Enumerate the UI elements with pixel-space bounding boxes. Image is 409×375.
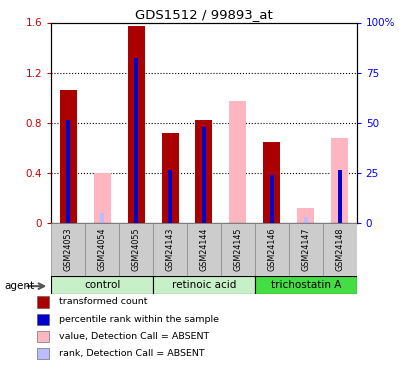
- Text: transformed count: transformed count: [59, 297, 148, 306]
- Text: GSM24145: GSM24145: [233, 228, 242, 271]
- Text: agent: agent: [4, 281, 34, 291]
- Bar: [337, 171, 341, 223]
- Bar: [263, 142, 280, 223]
- Bar: [51, 276, 153, 294]
- Text: GSM24148: GSM24148: [335, 228, 344, 271]
- Bar: [134, 58, 138, 223]
- Bar: [330, 138, 347, 223]
- Text: retinoic acid: retinoic acid: [171, 280, 236, 290]
- Bar: [201, 127, 206, 223]
- Bar: [51, 223, 85, 276]
- Bar: [220, 223, 254, 276]
- Bar: [100, 213, 104, 223]
- Title: GDS1512 / 99893_at: GDS1512 / 99893_at: [135, 8, 272, 21]
- Bar: [254, 223, 288, 276]
- Bar: [187, 223, 220, 276]
- Bar: [297, 208, 314, 223]
- Text: GSM24147: GSM24147: [301, 228, 310, 271]
- Text: GSM24055: GSM24055: [131, 228, 140, 271]
- Text: GSM24143: GSM24143: [165, 228, 174, 271]
- Bar: [303, 217, 307, 223]
- Bar: [127, 26, 144, 223]
- Text: value, Detection Call = ABSENT: value, Detection Call = ABSENT: [59, 332, 209, 341]
- Bar: [254, 276, 356, 294]
- Text: GSM24146: GSM24146: [267, 228, 276, 271]
- Bar: [168, 171, 172, 223]
- Bar: [195, 120, 212, 223]
- Text: GSM24144: GSM24144: [199, 228, 208, 271]
- Text: GSM24054: GSM24054: [97, 228, 106, 271]
- Bar: [153, 276, 254, 294]
- Bar: [269, 176, 273, 223]
- Bar: [161, 133, 178, 223]
- Text: GSM24053: GSM24053: [63, 228, 72, 271]
- Text: rank, Detection Call = ABSENT: rank, Detection Call = ABSENT: [59, 349, 204, 358]
- Bar: [60, 90, 76, 223]
- Text: percentile rank within the sample: percentile rank within the sample: [59, 315, 219, 324]
- Bar: [288, 223, 322, 276]
- Bar: [93, 173, 110, 223]
- Bar: [119, 223, 153, 276]
- Bar: [85, 223, 119, 276]
- Bar: [229, 102, 246, 223]
- Bar: [66, 120, 70, 223]
- Bar: [153, 223, 187, 276]
- Bar: [337, 171, 341, 223]
- Text: trichostatin A: trichostatin A: [270, 280, 340, 290]
- Bar: [322, 223, 356, 276]
- Text: control: control: [84, 280, 120, 290]
